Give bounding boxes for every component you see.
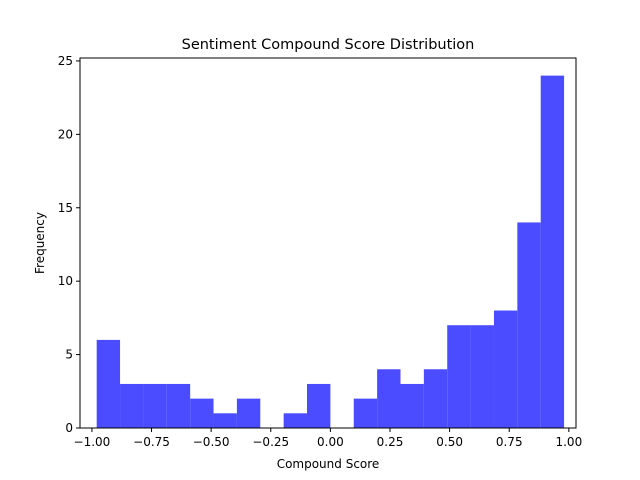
x-tick-label: −0.50	[193, 435, 230, 449]
y-tick-label: 0	[65, 421, 73, 435]
histogram-bar	[517, 222, 541, 428]
histogram-bar	[307, 383, 331, 428]
y-tick-label: 15	[58, 201, 73, 215]
x-tick-label: −1.00	[74, 435, 111, 449]
x-axis-ticks: −1.00 −0.75 −0.50 −0.25 0.00 0.25 0.50 0.75 1.00	[74, 428, 582, 449]
histogram-bar	[213, 413, 237, 428]
x-tick-label: −0.75	[133, 435, 170, 449]
y-axis-ticks: 0 5 10 15 20 25	[58, 54, 80, 435]
histogram-bar	[143, 383, 167, 428]
histogram-bar	[190, 398, 214, 428]
histogram-bar	[166, 383, 191, 428]
histogram-bar	[447, 325, 471, 428]
x-tick-label: 1.00	[555, 435, 582, 449]
histogram-bar	[353, 398, 378, 428]
histogram-bar	[236, 398, 261, 428]
y-axis-title: Frequency	[33, 212, 47, 274]
histogram-bar	[120, 383, 144, 428]
plot-frame	[79, 57, 577, 429]
y-tick-label: 25	[58, 54, 73, 68]
x-tick-label: 0.00	[317, 435, 344, 449]
histogram-bar	[493, 310, 518, 428]
y-tick-label: 20	[58, 127, 73, 141]
x-tick-label: 0.50	[436, 435, 463, 449]
x-axis-title: Compound Score	[277, 457, 380, 471]
bars-group	[96, 75, 565, 428]
histogram-bar	[283, 413, 308, 428]
x-tick-label: 0.75	[496, 435, 523, 449]
histogram-bar	[423, 369, 448, 428]
chart-title: Sentiment Compound Score Distribution	[182, 37, 475, 53]
histogram-bar	[470, 325, 494, 428]
histogram-bar	[540, 75, 565, 428]
x-tick-label: 0.25	[377, 435, 404, 449]
histogram-bar	[377, 369, 401, 428]
y-tick-label: 10	[58, 274, 73, 288]
histogram-bar	[96, 339, 121, 428]
y-tick-label: 5	[65, 348, 73, 362]
histogram-bar	[400, 383, 424, 428]
x-tick-label: −0.25	[252, 435, 289, 449]
